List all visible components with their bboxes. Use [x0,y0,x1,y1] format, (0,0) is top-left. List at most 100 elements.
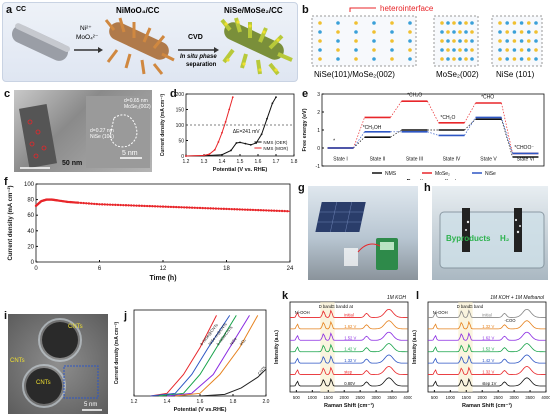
data-point [267,209,271,212]
panel-l: l 500 1000 1500 2000 2500 3000 3500 4000 step 1V… [410,288,550,418]
panel-label: f [4,176,8,188]
data-point [153,205,157,208]
data-point [214,207,218,210]
lattice-atom [354,30,358,34]
state-label: State I [333,157,347,163]
panel-g: g [296,182,420,282]
data-point [111,203,114,206]
y-tick-label: 60 [27,213,34,219]
data-point [164,205,167,208]
data-point [220,207,223,210]
lattice-atom [470,30,474,34]
solar-device-photo [308,186,418,280]
column-header: Id at [344,304,354,309]
spectrum-line [290,320,408,330]
energy-connector [464,117,476,136]
y-tick-label: -1 [316,164,321,170]
spectrum-label: 1.32 V [344,358,356,363]
spectrum-line [428,320,546,330]
data-point [124,204,128,207]
data-point [233,208,236,211]
spectrum-label: 1.42 V [482,358,494,363]
data-point [221,153,223,156]
species-label: *CHO [481,95,494,101]
data-point [180,206,183,209]
insitu-label-2: separation [186,62,217,68]
energy-connector [501,102,513,154]
lattice-atom [446,48,450,52]
peak-annotation: D band [319,304,333,309]
lattice-atom [464,39,468,43]
data-point [169,205,173,209]
energy-connector [427,131,439,136]
legend-label: NiSe [485,171,496,177]
free-energy-chart: -1 0 1 2 3 State I State II State III State IV St… [302,92,545,180]
species-label: * [333,139,335,145]
data-point [286,210,289,213]
data-point [254,208,257,212]
energy-connector [464,102,476,123]
data-point [235,208,239,211]
x-tick-label: 2000 [340,395,350,400]
spectrum-line [428,354,546,364]
data-point [239,141,241,144]
y-axis-label: Free energy (eV) [302,108,308,151]
lattice-atom [336,48,340,52]
x-tick-label: 1500 [324,395,334,400]
lattice-atom [458,57,462,61]
x-tick-label: 18 [223,266,230,272]
data-point [255,142,258,144]
precursor-label: NiMoO₄/CC [116,6,160,15]
state-label: State II [370,157,386,163]
energy-connector [501,119,513,158]
energy-connector [427,101,439,123]
lattice-atom [534,57,538,61]
spectrum-label: 1.32 V [482,370,494,375]
data-point [156,205,159,208]
species-label: *CH₂O [440,115,455,121]
series-line [185,96,234,157]
data-point [167,205,170,209]
x-tick-label: 6 [98,266,102,272]
lattice-atom [390,21,394,25]
struct1-label: NiSe(101)/MoSe₂(002) [314,70,395,79]
spectrum-label: 1.42 V [344,347,356,352]
energy-connector [390,101,402,118]
panel-label: a [6,4,13,16]
spectrum-line [428,343,546,353]
panel-e: e -1 0 1 2 3 State I State II State III State IV… [300,88,548,180]
legend-label: NMS (OER) [263,140,288,145]
energy-connector [353,117,365,149]
data-point [224,121,227,123]
data-point [143,204,146,208]
data-point [98,203,101,206]
lattice-atom [527,21,531,25]
series-line [158,315,237,397]
data-point [201,206,204,210]
panel-d: d 1.2 1.3 1.4 1.5 1.6 1.7 1.8 0 50 100 150 200 ΔE=24… [156,88,300,174]
data-point [137,204,141,207]
data-point [190,206,194,209]
y-tick-label: 80 [27,198,34,204]
cc-label: CC [16,6,27,13]
tem-overlay [19,96,150,169]
synthesis-scheme [11,17,293,76]
lattice-atom [452,30,456,34]
lattice-atom [372,48,376,52]
energy-connector [390,129,402,138]
y-tick-label: 3 [317,92,320,98]
nimoo4-cc-illustration [104,17,175,75]
data-point [209,207,212,210]
lattice-atom [354,48,358,52]
x-axis-label: Potential (V vs. RHE) [213,167,268,173]
lattice-atom [440,39,444,43]
x-tick-label: 24 [287,266,294,272]
data-point [106,203,109,206]
data-point [272,209,276,212]
y-tick-label: 100 [176,123,185,129]
peak-annotation: -COO [505,318,517,323]
x-axis-label: Reaction coordinate [407,179,460,180]
scale-bar-1-label: 50 nm [62,160,83,167]
lattice-atom [446,30,450,34]
data-point [122,203,125,207]
